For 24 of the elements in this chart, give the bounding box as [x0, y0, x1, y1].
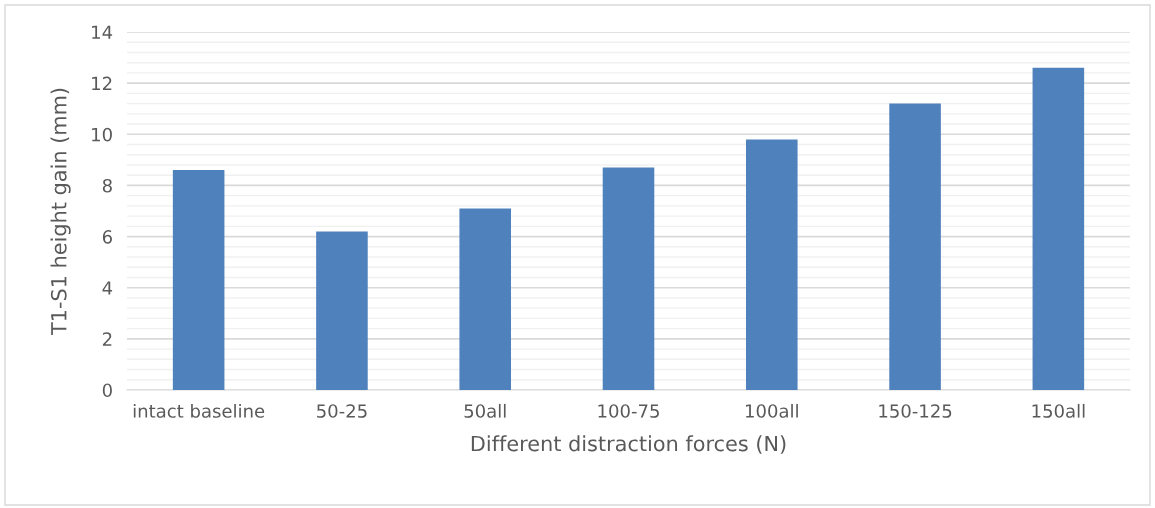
x-axis-title: Different distraction forces (N): [471, 435, 786, 454]
y-tick-label: 14: [92, 25, 113, 39]
bar: [1032, 67, 1085, 390]
y-tick-label: 0: [102, 383, 112, 398]
y-tick-label: 8: [102, 178, 112, 193]
x-tick-label: 150-125: [879, 404, 952, 418]
x-tick-label: 50all: [464, 403, 506, 418]
x-tick-label: 100-75: [598, 404, 659, 418]
y-axis-title: T1-S1 height gain (mm): [50, 88, 71, 336]
y-tick-label: 2: [102, 332, 112, 346]
x-tick-label: 150all: [1032, 403, 1085, 418]
x-tick-label: 100all: [745, 403, 798, 418]
bar: [172, 170, 225, 390]
bar: [889, 103, 941, 390]
y-tick-label: 6: [102, 230, 112, 244]
x-tick-label: intact baseline: [133, 403, 265, 418]
y-tick-label: 4: [102, 281, 113, 295]
bar: [745, 139, 798, 390]
bar: [316, 231, 368, 390]
x-tick-label: 50-25: [317, 404, 367, 418]
bar: [602, 167, 655, 390]
bar: [459, 208, 512, 390]
y-tick-label: 12: [92, 76, 112, 90]
y-tick-label: 10: [92, 127, 112, 142]
